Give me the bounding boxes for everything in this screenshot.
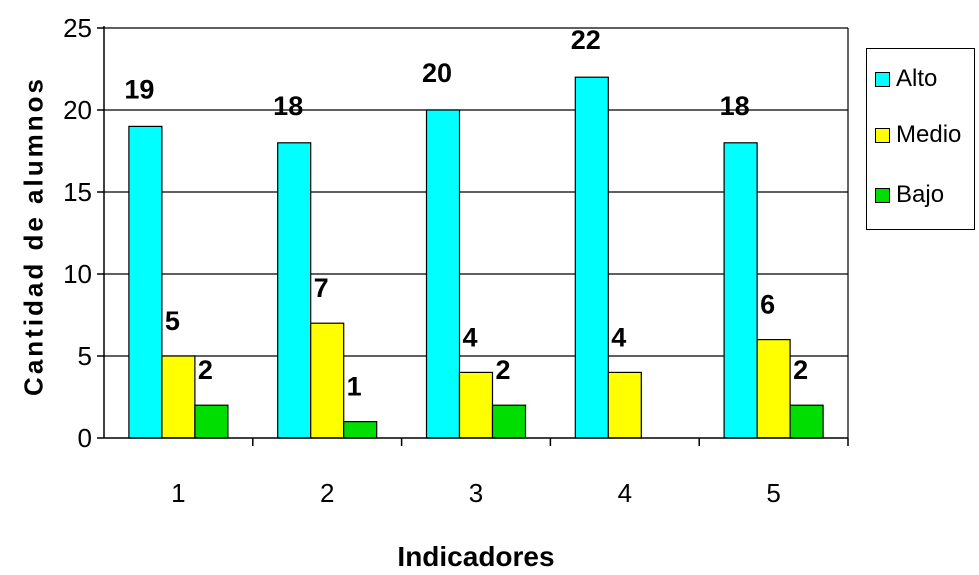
y-tick-label-10: 10 [63,259,92,289]
bar-medio-3 [458,371,494,439]
data-label-medio-3: 4 [462,322,477,352]
y-tick-label-0: 0 [78,423,92,453]
data-label-alto-3: 20 [422,58,452,88]
bar-medio-4 [607,371,642,439]
data-label-alto-1: 19 [124,74,154,104]
bar-medio-5 [756,339,791,439]
x-tick-label-4: 4 [618,478,632,508]
legend-item-alto: Alto [875,65,937,93]
y-tick-label-15: 15 [63,177,92,207]
data-label-medio-1: 5 [165,306,180,336]
y-tick-label-20: 20 [63,95,92,125]
y-axis-label: Cantidad de alumnos [18,76,49,396]
legend-label-bajo: Bajo [896,181,945,208]
legend-item-medio: Medio [875,121,961,149]
y-tick-label-25: 25 [63,13,92,43]
data-label-alto-4: 22 [571,25,601,55]
axes [97,26,849,446]
y-tick-labels: 0 5 10 15 20 25 [63,13,92,453]
bar-alto-5 [723,142,758,439]
x-tick-label-5: 5 [766,478,780,508]
bar-bajo-2 [343,421,378,439]
legend-swatch-alto [875,71,890,87]
x-tick-label-1: 1 [171,478,185,508]
x-tick-labels: 1 2 3 4 5 [171,478,781,508]
data-label-bajo-5: 2 [793,355,808,385]
bar-alto-2 [277,142,312,439]
bars [128,76,824,439]
data-label-bajo-1: 2 [198,355,213,385]
legend: Alto Medio Bajo [866,48,975,230]
y-tick-label-5: 5 [78,341,92,371]
bar-medio-1 [161,355,196,439]
x-tick-label-3: 3 [469,478,483,508]
bar-medio-2 [310,322,345,439]
bar-alto-4 [574,76,609,439]
bar-bajo-1 [194,404,229,439]
data-label-bajo-3: 2 [495,355,510,385]
legend-swatch-bajo [875,187,890,203]
x-axis-label: Indicadores [397,541,555,572]
bar-bajo-5 [789,404,824,439]
data-label-medio-5: 6 [760,290,775,320]
legend-label-medio: Medio [896,121,962,148]
data-label-bajo-2: 1 [347,372,362,402]
data-label-alto-5: 18 [720,91,750,121]
data-label-alto-2: 18 [273,91,303,121]
bar-alto-3 [425,109,461,439]
legend-item-bajo: Bajo [875,181,944,209]
bar-bajo-3 [491,404,527,439]
legend-label-alto: Alto [896,65,938,92]
bar-alto-1 [128,125,163,439]
data-label-medio-4: 4 [611,322,626,352]
legend-swatch-medio [875,127,890,143]
data-label-medio-2: 7 [314,273,329,303]
x-tick-label-2: 2 [320,478,334,508]
